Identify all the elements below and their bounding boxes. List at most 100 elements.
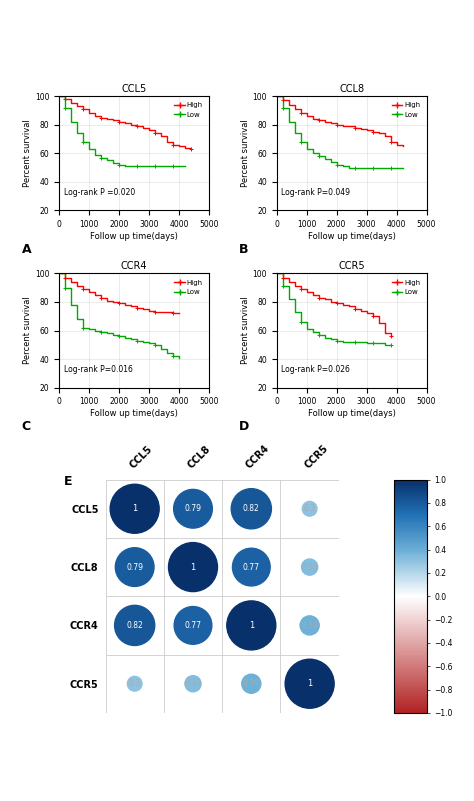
Text: 0.79: 0.79 <box>126 562 143 572</box>
High <box>304 287 310 296</box>
Low <box>152 340 158 350</box>
Low <box>376 163 382 172</box>
Text: CCR4: CCR4 <box>244 444 272 471</box>
Text: CCL5: CCL5 <box>128 445 154 471</box>
Text: 0.82: 0.82 <box>126 621 143 630</box>
Text: Log-rank P =0.020: Log-rank P =0.020 <box>64 187 135 197</box>
Low <box>56 91 62 101</box>
Low <box>68 117 74 127</box>
High <box>298 108 303 118</box>
High <box>68 277 74 287</box>
High <box>286 277 292 287</box>
High <box>74 101 80 111</box>
Text: 0.77: 0.77 <box>184 621 201 630</box>
Low <box>316 330 321 340</box>
High <box>370 312 375 321</box>
Low <box>370 339 375 348</box>
Circle shape <box>300 616 319 635</box>
Circle shape <box>173 489 212 528</box>
Circle shape <box>128 676 142 691</box>
High <box>286 100 292 110</box>
Circle shape <box>115 548 154 586</box>
High <box>382 328 387 338</box>
Low <box>346 163 352 172</box>
Low <box>316 151 321 161</box>
High <box>316 115 321 125</box>
Text: Log-rank P=0.016: Log-rank P=0.016 <box>64 365 133 374</box>
Low <box>304 324 310 334</box>
Low <box>286 117 292 127</box>
Circle shape <box>110 485 159 533</box>
High <box>334 299 339 308</box>
High <box>128 120 134 130</box>
Low <box>394 163 400 172</box>
High <box>104 115 110 124</box>
Low <box>164 348 170 358</box>
Line: High: High <box>277 96 402 146</box>
High <box>364 308 369 318</box>
Text: 1: 1 <box>307 679 312 688</box>
Low <box>122 333 128 343</box>
Title: CCR4: CCR4 <box>121 261 147 272</box>
Title: CCL5: CCL5 <box>122 84 147 94</box>
Low <box>304 144 310 154</box>
Text: 1: 1 <box>132 505 137 513</box>
Low <box>274 268 280 278</box>
X-axis label: Follow up time(days): Follow up time(days) <box>90 232 178 241</box>
High <box>274 268 280 278</box>
Low <box>310 148 316 158</box>
Text: 0.82: 0.82 <box>243 505 260 513</box>
High <box>158 131 164 141</box>
High <box>140 304 146 314</box>
Circle shape <box>232 548 270 586</box>
Low <box>364 339 369 348</box>
Low <box>334 336 339 345</box>
Low <box>298 137 303 147</box>
High <box>104 296 110 305</box>
High <box>140 123 146 132</box>
Low <box>170 161 176 171</box>
High <box>400 141 405 151</box>
Circle shape <box>185 676 201 692</box>
Y-axis label: Percent survival: Percent survival <box>23 296 32 364</box>
High <box>364 126 369 135</box>
High <box>74 281 80 291</box>
High <box>152 307 158 316</box>
Low <box>400 163 405 172</box>
High <box>81 104 86 114</box>
Low <box>328 334 334 344</box>
High <box>170 308 176 318</box>
High <box>376 319 382 328</box>
High <box>56 268 62 278</box>
High <box>68 99 74 108</box>
Text: 0.77: 0.77 <box>243 562 260 572</box>
High <box>188 144 194 154</box>
Line: Low: Low <box>277 96 402 167</box>
Y-axis label: Percent survival: Percent survival <box>23 119 32 187</box>
Circle shape <box>174 606 212 644</box>
Low <box>274 91 280 101</box>
High <box>298 284 303 294</box>
Circle shape <box>301 559 318 575</box>
Low <box>370 163 375 172</box>
Low <box>292 307 298 316</box>
Low <box>146 161 152 171</box>
Low <box>352 163 357 172</box>
High <box>117 299 122 308</box>
Low <box>92 150 98 159</box>
Low <box>158 344 164 354</box>
Text: 0.39: 0.39 <box>301 621 318 630</box>
Text: 0.33: 0.33 <box>184 679 201 688</box>
Low <box>140 161 146 171</box>
High <box>352 304 357 314</box>
High <box>99 293 104 303</box>
Circle shape <box>302 501 317 516</box>
Legend: High, Low: High, Low <box>389 99 423 121</box>
Low <box>92 326 98 336</box>
High <box>292 281 298 291</box>
Text: C: C <box>22 420 31 433</box>
Title: CCL8: CCL8 <box>339 84 364 94</box>
Low <box>310 327 316 336</box>
Low <box>81 137 86 147</box>
Low <box>86 324 92 334</box>
